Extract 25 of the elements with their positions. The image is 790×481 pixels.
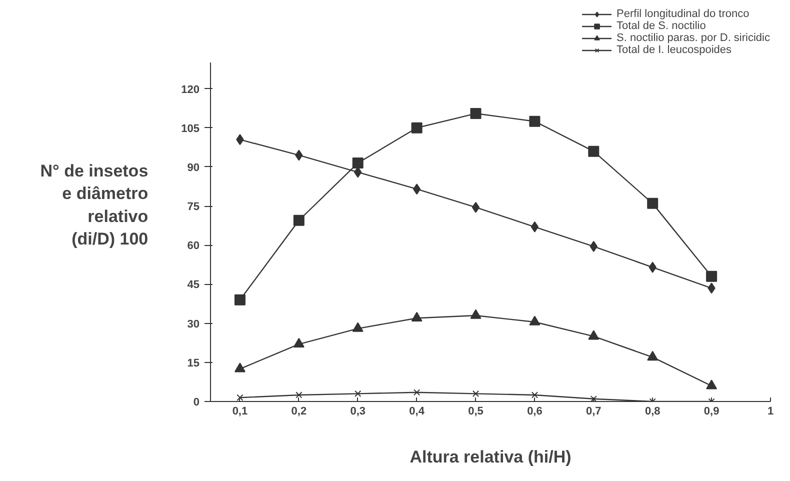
x-tick-label: 0,8 (644, 406, 660, 418)
y-tick-label: 0 (193, 396, 200, 408)
x-tick-label: 1 (767, 406, 774, 418)
x-tick-label: 0,7 (586, 406, 602, 418)
y-tick-label: 90 (187, 162, 200, 174)
x-tick-label: 0,4 (409, 406, 426, 418)
y-tick-label: 60 (187, 240, 200, 252)
y-axis-title: N° de insetos e diâmetro relativo (di/D) 100 (40, 161, 148, 249)
y-tick-label: 75 (187, 201, 200, 214)
legend-label: S. noctilio paras. por D. siricidic (616, 32, 770, 44)
x-tick-label: 0,9 (704, 406, 720, 418)
x-tick-label: 0,3 (350, 406, 366, 418)
y-tick-label: 30 (187, 318, 200, 330)
y-tick-label: 15 (187, 357, 200, 370)
legend-label: Total de I. leucospoides (616, 44, 732, 56)
x-axis-title: Altura relativa (hi/H) (410, 448, 572, 466)
x-tick-label: 0,6 (527, 406, 542, 418)
legend-label: Perfil longitudinal do tronco (616, 8, 750, 20)
x-tick-label: 0,1 (232, 406, 248, 418)
x-tick-label: 0,5 (468, 406, 484, 418)
x-tick-label: 0,2 (291, 406, 307, 418)
legend-label: Total de S. noctilio (616, 20, 706, 32)
y-tick-label: 45 (187, 279, 200, 292)
y-tick-label: 120 (181, 84, 200, 96)
y-tick-label: 105 (181, 122, 200, 135)
